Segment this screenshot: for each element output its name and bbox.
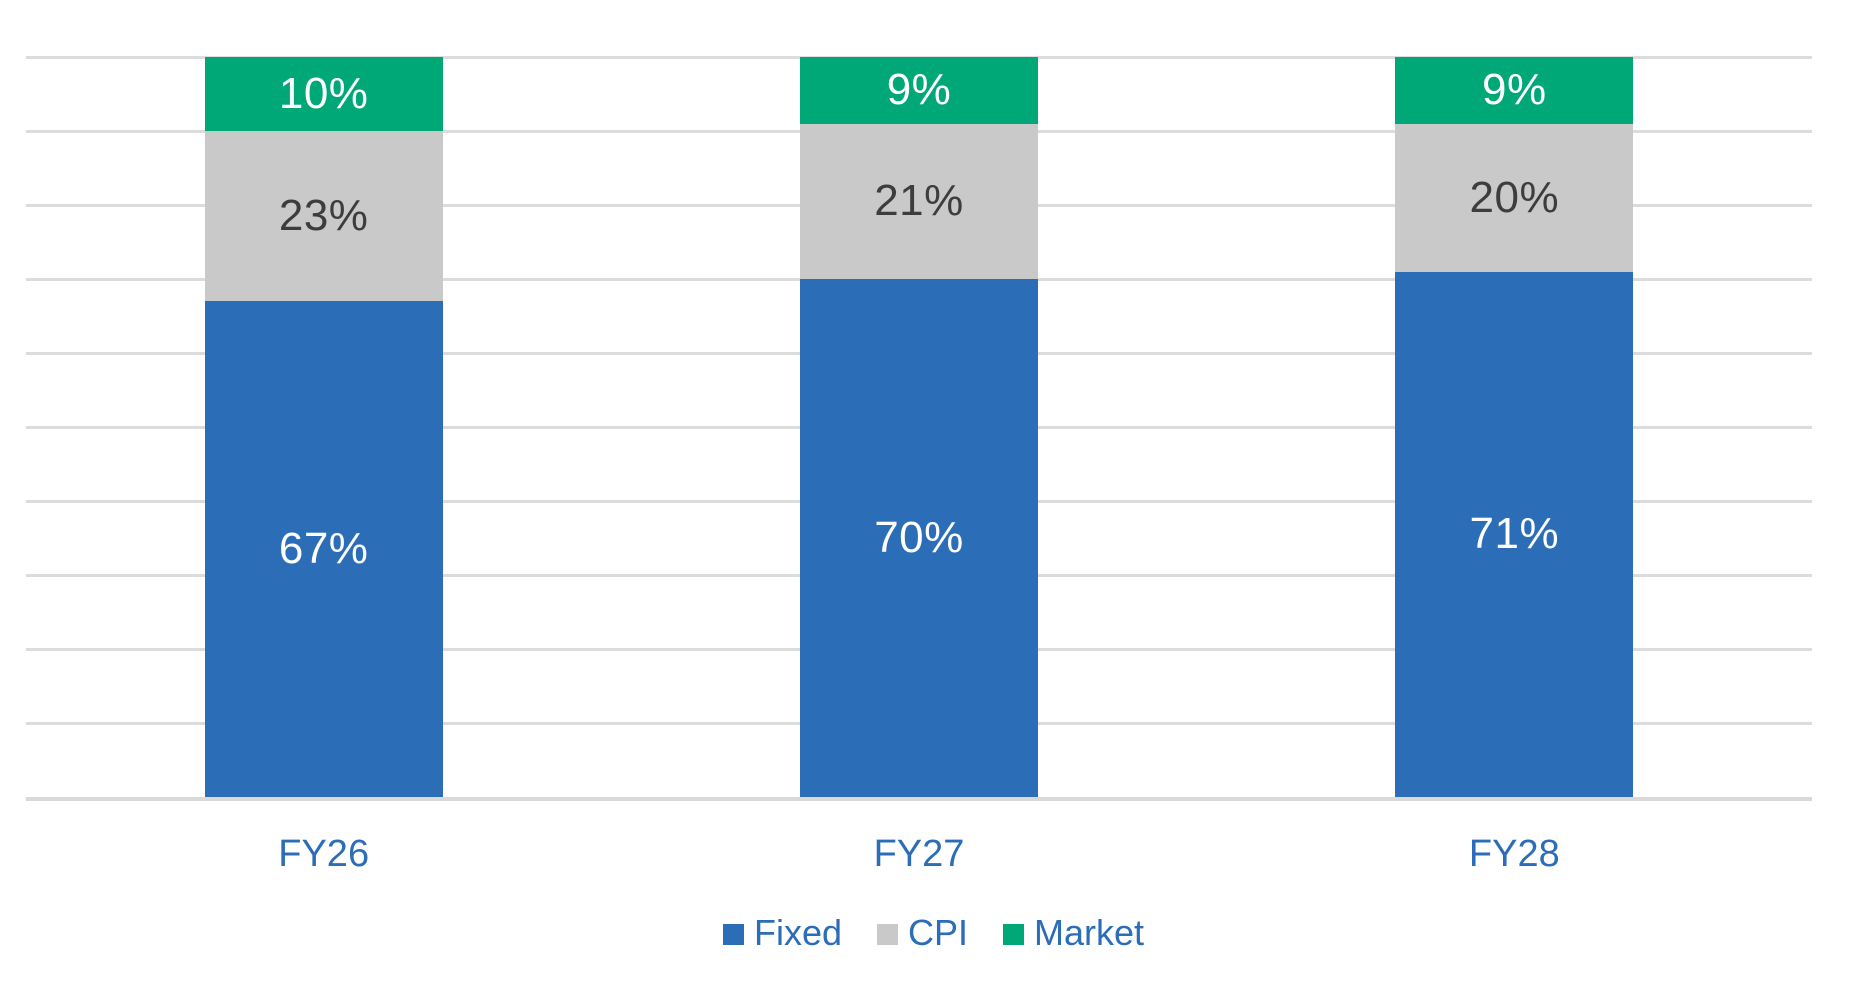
segment-fixed-fy27: 70% <box>800 279 1038 797</box>
bar-stack-fy28: 71% 20% 9% <box>1395 57 1634 797</box>
legend-label: CPI <box>907 912 968 953</box>
segment-value-label: 23% <box>278 191 369 241</box>
legend-swatch-icon <box>876 923 898 945</box>
segment-cpi-fy26: 23% <box>204 131 443 302</box>
legend-swatch-icon <box>722 923 744 945</box>
bar-stack-fy27: 70% 21% 9% <box>800 57 1038 797</box>
segment-value-label: 71% <box>1469 509 1560 559</box>
legend-label: Market <box>1034 912 1145 953</box>
segment-value-label: 21% <box>874 176 964 226</box>
x-axis-label-fy27: FY27 <box>873 833 965 875</box>
x-axis-label-fy28: FY28 <box>1468 833 1560 875</box>
x-axis-line <box>26 797 1812 801</box>
segment-value-label: 67% <box>278 524 369 574</box>
legend-swatch-icon <box>1003 923 1024 945</box>
segment-market-fy26: 10% <box>204 57 443 132</box>
legend-item-cpi: CPI <box>876 912 968 953</box>
segment-value-label: 70% <box>874 513 964 562</box>
bar-stack-fy26: 67% 23% 10% <box>204 57 443 797</box>
plot-area: 67% 23% 10% 70% 21% 9% 71% 20% 9% <box>26 56 1812 801</box>
segment-fixed-fy26: 67% <box>204 301 443 797</box>
x-axis-label-fy26: FY26 <box>278 833 370 875</box>
segment-market-fy27: 9% <box>800 57 1038 124</box>
segment-value-label: 9% <box>886 65 952 115</box>
segment-market-fy28: 9% <box>1395 57 1634 124</box>
chart-legend: Fixed CPI Market <box>0 913 1867 953</box>
segment-value-label: 9% <box>1482 65 1547 115</box>
segment-value-label: 20% <box>1469 172 1560 222</box>
x-axis-labels: FY26 FY27 FY28 <box>26 832 1812 876</box>
segment-cpi-fy28: 20% <box>1395 123 1634 272</box>
segment-fixed-fy28: 71% <box>1395 271 1634 797</box>
segment-value-label: 10% <box>278 69 369 119</box>
segment-cpi-fy27: 21% <box>800 123 1038 279</box>
legend-item-market: Market <box>1003 913 1144 953</box>
legend-item-fixed: Fixed <box>722 912 842 953</box>
legend-label: Fixed <box>753 912 842 953</box>
